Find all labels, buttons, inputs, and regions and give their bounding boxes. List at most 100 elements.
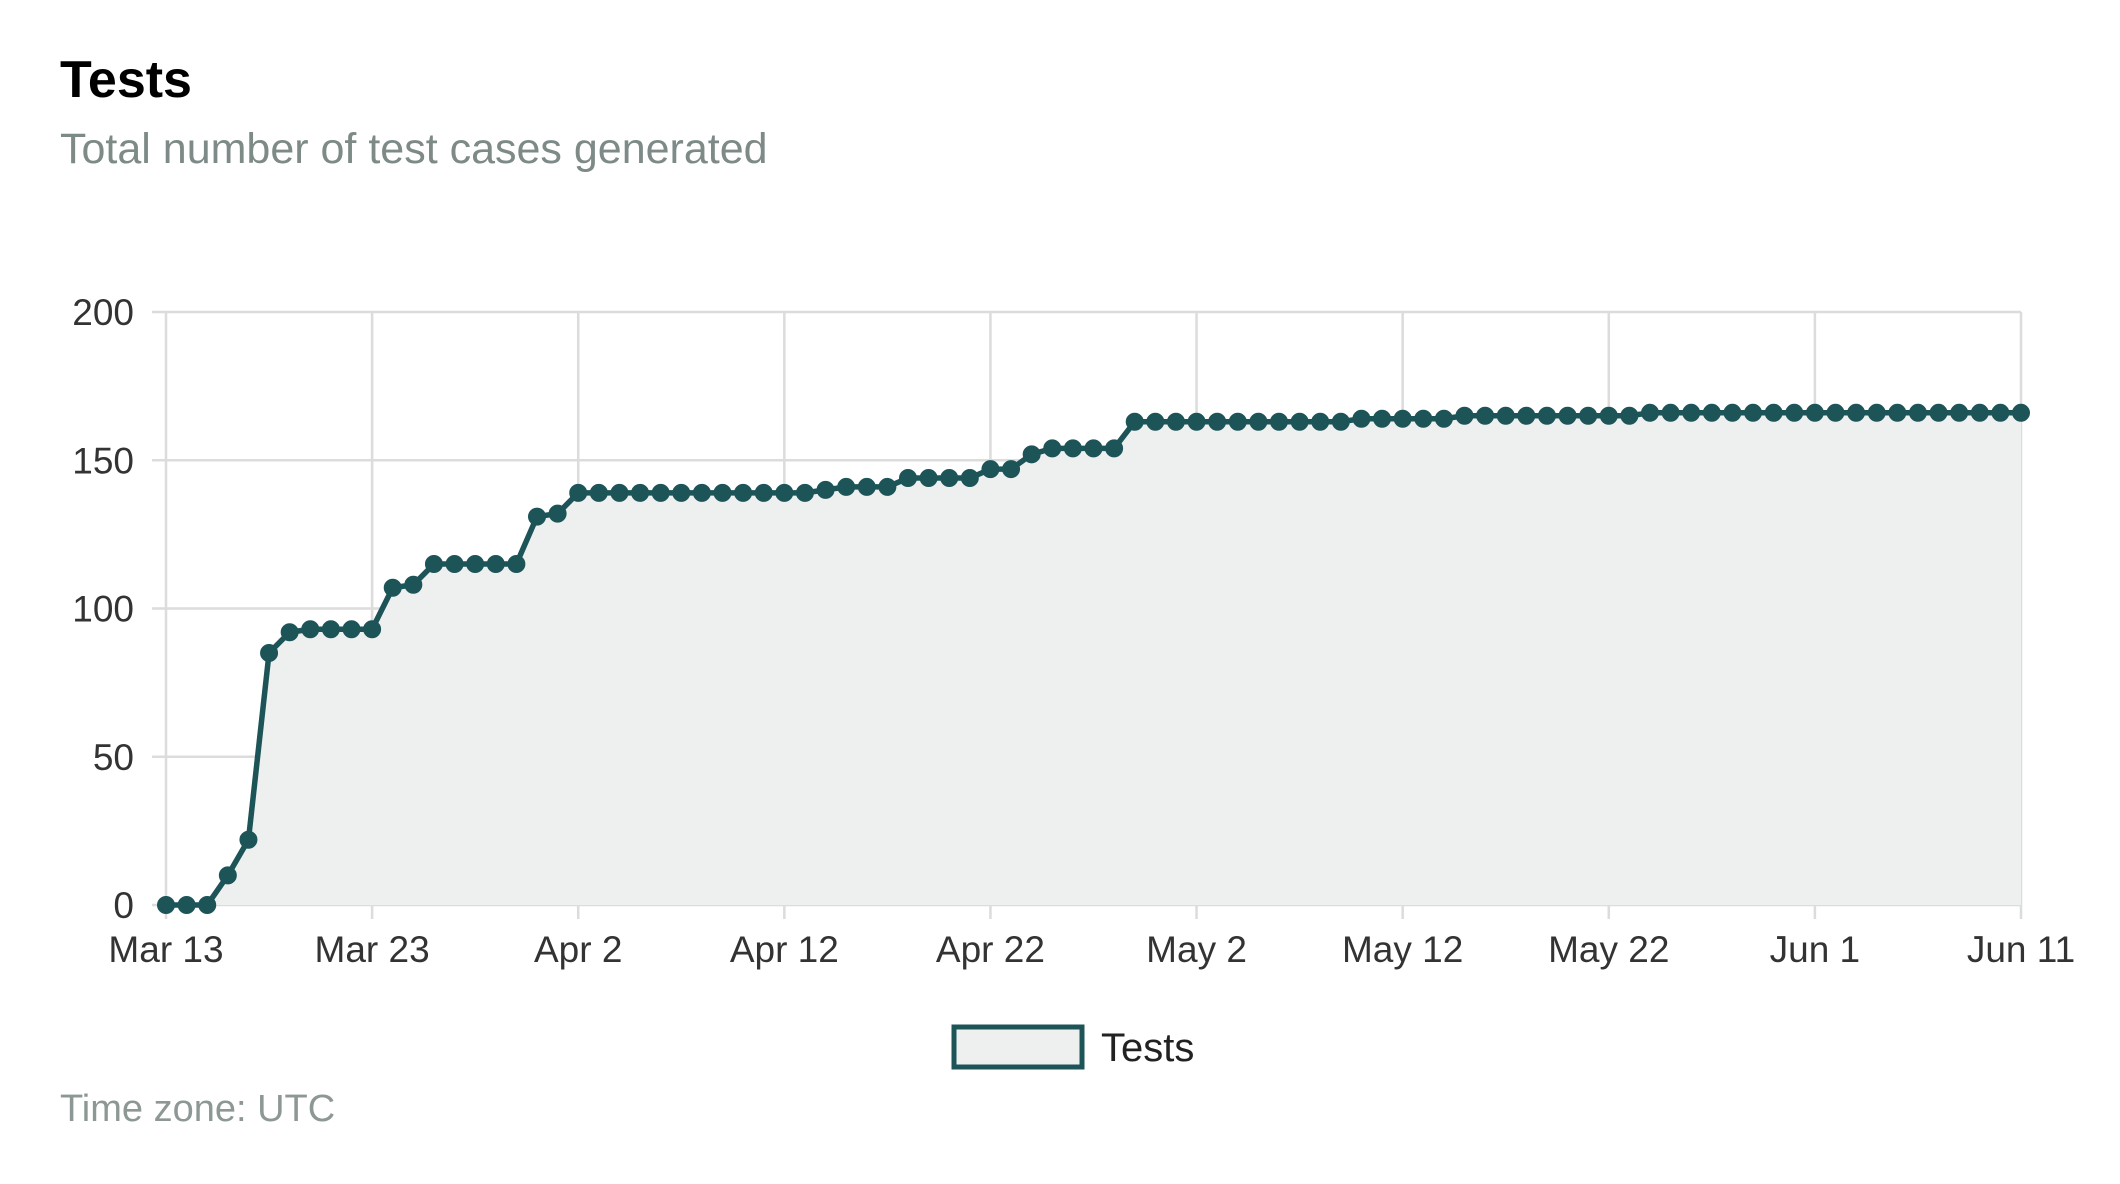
- data-point[interactable]: [1888, 403, 1907, 422]
- data-point[interactable]: [692, 483, 711, 502]
- data-point[interactable]: [631, 483, 650, 502]
- data-point[interactable]: [548, 504, 567, 523]
- data-point[interactable]: [1537, 406, 1556, 425]
- data-point[interactable]: [383, 578, 402, 597]
- data-point[interactable]: [1270, 412, 1288, 431]
- data-point[interactable]: [1290, 412, 1309, 431]
- data-point[interactable]: [1414, 409, 1433, 428]
- data-point[interactable]: [1022, 445, 1041, 464]
- data-point[interactable]: [734, 483, 753, 502]
- data-point[interactable]: [1764, 403, 1783, 422]
- data-point[interactable]: [1208, 412, 1227, 431]
- data-point[interactable]: [919, 469, 938, 488]
- data-point[interactable]: [610, 483, 629, 502]
- data-point[interactable]: [342, 620, 361, 639]
- data-point[interactable]: [1352, 409, 1371, 428]
- data-point[interactable]: [321, 620, 340, 639]
- y-tick-label: 0: [113, 885, 134, 926]
- data-point[interactable]: [424, 555, 443, 574]
- data-point[interactable]: [940, 469, 959, 488]
- data-point[interactable]: [1805, 403, 1824, 422]
- data-point[interactable]: [1599, 406, 1618, 425]
- data-point[interactable]: [1455, 406, 1474, 425]
- data-point[interactable]: [1002, 460, 1021, 479]
- data-point[interactable]: [569, 483, 588, 502]
- area-fill: [166, 412, 2021, 905]
- data-point[interactable]: [1723, 403, 1742, 422]
- data-point[interactable]: [960, 469, 979, 488]
- data-point[interactable]: [445, 555, 464, 574]
- data-point[interactable]: [1084, 439, 1103, 458]
- data-point[interactable]: [1393, 409, 1412, 428]
- data-point[interactable]: [157, 896, 175, 914]
- data-point[interactable]: [1517, 406, 1536, 425]
- data-point[interactable]: [1249, 412, 1268, 431]
- data-point[interactable]: [1579, 406, 1598, 425]
- data-point[interactable]: [754, 483, 773, 502]
- data-point[interactable]: [280, 623, 299, 642]
- data-point[interactable]: [816, 480, 835, 499]
- data-point[interactable]: [1950, 403, 1969, 422]
- data-point[interactable]: [1908, 403, 1927, 422]
- data-point[interactable]: [589, 483, 608, 502]
- data-point[interactable]: [301, 620, 320, 639]
- data-point[interactable]: [1702, 403, 1721, 422]
- data-point[interactable]: [1847, 403, 1866, 422]
- legend-label[interactable]: Tests: [1101, 1026, 1194, 1070]
- x-tick-label: May 2: [1146, 929, 1247, 970]
- data-point[interactable]: [363, 620, 382, 639]
- legend-swatch[interactable]: [951, 1024, 1085, 1070]
- data-point[interactable]: [1331, 412, 1350, 431]
- data-point[interactable]: [857, 477, 876, 496]
- chart-title: Tests: [60, 51, 192, 109]
- data-point[interactable]: [981, 460, 1000, 479]
- data-point[interactable]: [507, 555, 526, 574]
- data-point[interactable]: [1125, 412, 1144, 431]
- data-point[interactable]: [486, 555, 505, 574]
- legend[interactable]: Tests: [951, 1024, 1194, 1070]
- data-point[interactable]: [899, 469, 917, 488]
- data-point[interactable]: [775, 483, 794, 502]
- data-point[interactable]: [1043, 439, 1062, 458]
- data-point[interactable]: [1970, 403, 1989, 422]
- data-point[interactable]: [177, 896, 196, 914]
- data-point[interactable]: [1558, 406, 1577, 425]
- data-point[interactable]: [528, 507, 546, 526]
- data-point[interactable]: [1682, 403, 1701, 422]
- data-point[interactable]: [1744, 403, 1763, 422]
- data-point[interactable]: [1146, 412, 1165, 431]
- data-point[interactable]: [1867, 403, 1886, 422]
- data-point[interactable]: [198, 896, 217, 914]
- data-point[interactable]: [1476, 406, 1495, 425]
- data-point[interactable]: [713, 483, 732, 502]
- data-point[interactable]: [1785, 403, 1804, 422]
- data-point[interactable]: [1311, 412, 1330, 431]
- series-area: [166, 412, 2021, 905]
- data-point[interactable]: [1991, 403, 2010, 422]
- data-point[interactable]: [1661, 403, 1680, 422]
- data-point[interactable]: [1187, 412, 1206, 431]
- data-point[interactable]: [1373, 409, 1392, 428]
- data-point[interactable]: [1063, 439, 1082, 458]
- data-point[interactable]: [218, 866, 237, 885]
- data-point[interactable]: [1929, 403, 1948, 422]
- data-point[interactable]: [1620, 406, 1639, 425]
- data-point[interactable]: [1826, 403, 1845, 422]
- data-point[interactable]: [466, 555, 485, 574]
- data-point[interactable]: [260, 643, 279, 662]
- data-points: [157, 403, 2030, 914]
- data-point[interactable]: [1641, 403, 1659, 422]
- data-point[interactable]: [672, 483, 691, 502]
- data-point[interactable]: [878, 477, 897, 496]
- data-point[interactable]: [1228, 412, 1247, 431]
- data-point[interactable]: [1105, 439, 1124, 458]
- data-point[interactable]: [404, 575, 423, 594]
- data-point[interactable]: [2012, 403, 2030, 422]
- data-point[interactable]: [239, 830, 258, 849]
- data-point[interactable]: [795, 483, 814, 502]
- data-point[interactable]: [1434, 409, 1453, 428]
- data-point[interactable]: [651, 483, 670, 502]
- data-point[interactable]: [837, 477, 856, 496]
- data-point[interactable]: [1166, 412, 1185, 431]
- data-point[interactable]: [1496, 406, 1515, 425]
